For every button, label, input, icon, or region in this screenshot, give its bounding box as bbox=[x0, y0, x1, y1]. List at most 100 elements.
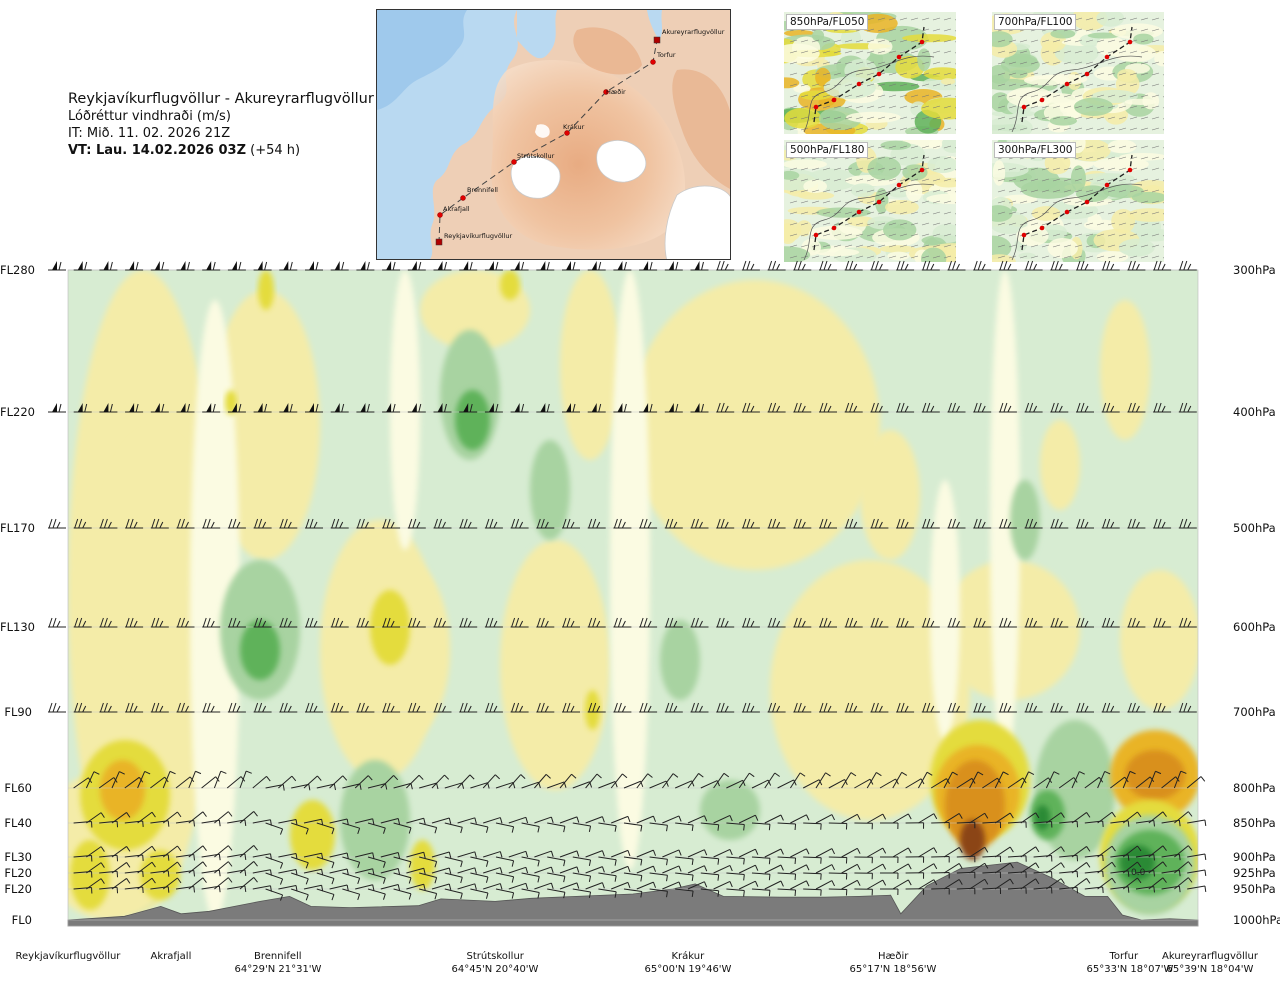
wind-barb-feather bbox=[1127, 702, 1132, 713]
wind-barb-feather bbox=[1137, 845, 1142, 852]
panel-wind-barb bbox=[800, 116, 809, 120]
wind-barb-feather bbox=[933, 847, 938, 854]
panel-waypoint-marker bbox=[1021, 232, 1027, 238]
panel-wind-barb bbox=[921, 145, 930, 149]
wind-barb-feather bbox=[598, 261, 602, 271]
panel-wind-barb bbox=[800, 127, 809, 131]
panel-wind-barb bbox=[844, 167, 853, 171]
wind-barb-feather bbox=[856, 880, 861, 886]
wind-barb bbox=[367, 872, 386, 879]
wind-barb-feather bbox=[100, 812, 105, 818]
panel-wind-barb bbox=[1140, 50, 1149, 54]
panel-wind-barb bbox=[943, 222, 952, 226]
wind-barb-feather bbox=[1029, 702, 1034, 713]
wind-barb-feather bbox=[550, 882, 554, 889]
wind-barb-pennant bbox=[437, 403, 443, 412]
wind-barb-feather bbox=[264, 261, 268, 271]
wind-barb-feather bbox=[511, 892, 515, 899]
wind-barb-feather bbox=[900, 617, 905, 628]
map-label-brennifell: Brennifell bbox=[467, 186, 498, 194]
panel-wind-barb bbox=[910, 167, 919, 171]
wind-barb-pennant bbox=[360, 261, 366, 270]
panel-wind-barb bbox=[1085, 116, 1094, 120]
wind-barb-feather bbox=[360, 617, 365, 628]
wind-barb-pennant bbox=[154, 403, 160, 412]
wind-barb-pennant bbox=[129, 261, 135, 270]
panel-wind-barb bbox=[910, 17, 919, 21]
wind-barb-feather bbox=[144, 771, 151, 775]
wind-barb-feather bbox=[331, 894, 335, 901]
panel-wind-barb bbox=[1052, 39, 1061, 43]
panel-wind-barb bbox=[943, 28, 952, 32]
wind-barb bbox=[419, 822, 437, 828]
wind-barb-feather bbox=[253, 877, 258, 883]
wind-barb-feather bbox=[331, 878, 335, 885]
wind-barb-feather bbox=[177, 702, 181, 713]
wind-barb-feather bbox=[643, 518, 648, 529]
wind-barb bbox=[265, 822, 283, 830]
wind-barb bbox=[649, 872, 668, 876]
wind-barb-feather bbox=[442, 521, 446, 529]
wind-barb-feather bbox=[614, 875, 617, 882]
wind-barb bbox=[803, 856, 822, 859]
contour-weak-up bbox=[1120, 570, 1198, 710]
wind-barb bbox=[956, 777, 973, 789]
panel-wind-barb bbox=[1041, 61, 1050, 65]
panel-field-patch bbox=[1118, 238, 1155, 257]
panel-wind-barb bbox=[1129, 105, 1138, 109]
panel-wind-barb bbox=[1107, 72, 1116, 76]
panel-wind-barb bbox=[1063, 61, 1072, 65]
wind-barb bbox=[431, 867, 450, 874]
panel-wind-barb bbox=[1052, 255, 1061, 259]
wind-barb-feather bbox=[540, 518, 545, 529]
wind-barb-pennant bbox=[591, 403, 597, 412]
panel-waypoint-marker bbox=[1084, 71, 1090, 77]
panel-field-patch bbox=[784, 170, 800, 180]
wind-barb-feather bbox=[279, 894, 284, 901]
contour-up-yellow bbox=[70, 840, 110, 910]
wind-barb-feather bbox=[185, 705, 189, 713]
wind-barb-feather bbox=[652, 849, 657, 856]
wind-barb-feather bbox=[467, 521, 472, 529]
wind-barb bbox=[1071, 846, 1087, 858]
panel-wind-barb bbox=[877, 167, 886, 171]
contour-weak-up bbox=[630, 280, 880, 570]
wind-barb-feather bbox=[177, 518, 181, 529]
wind-barb-feather bbox=[716, 617, 721, 628]
wind-barb-feather bbox=[1104, 771, 1111, 775]
wind-barb-pennant bbox=[463, 261, 469, 270]
wind-barb bbox=[1187, 819, 1206, 824]
wind-barb-feather bbox=[366, 403, 370, 413]
wind-barb bbox=[227, 869, 246, 874]
wind-barb-feather bbox=[341, 403, 345, 413]
wind-barb bbox=[675, 856, 694, 860]
wind-barb-feather bbox=[691, 518, 695, 529]
panel-wind-barb bbox=[1063, 116, 1072, 120]
wind-barb-feather bbox=[827, 405, 832, 413]
wind-barb bbox=[1071, 812, 1087, 824]
panel-field-patch bbox=[992, 31, 1013, 48]
wind-barb-feather bbox=[1127, 870, 1130, 877]
panel-wind-barb bbox=[789, 189, 798, 193]
panel-wind-barb bbox=[833, 105, 842, 109]
panel-wind-barb bbox=[1008, 94, 1017, 98]
wind-barb-feather bbox=[754, 849, 759, 855]
wind-barb bbox=[713, 880, 731, 890]
wind-barb bbox=[687, 815, 705, 824]
panel-wind-barb bbox=[910, 50, 919, 54]
panel-wind-barb bbox=[877, 211, 886, 215]
panel-wind-barb bbox=[1140, 72, 1149, 76]
wind-barb-feather bbox=[1086, 862, 1091, 868]
wind-barb-feather bbox=[623, 403, 627, 413]
wind-barb-feather bbox=[716, 518, 721, 529]
wind-barb-feather bbox=[1007, 521, 1012, 529]
panel-field-patch bbox=[1070, 165, 1086, 192]
wind-barb bbox=[726, 872, 745, 876]
wind-barb-feather bbox=[448, 883, 452, 890]
panel-wind-barb bbox=[877, 156, 886, 160]
wind-barb-feather bbox=[720, 402, 725, 413]
wind-barb-feather bbox=[1111, 845, 1116, 852]
wind-barb-feather bbox=[356, 617, 361, 628]
wind-barb-feather bbox=[283, 617, 288, 628]
wind-barb-feather bbox=[768, 874, 771, 881]
